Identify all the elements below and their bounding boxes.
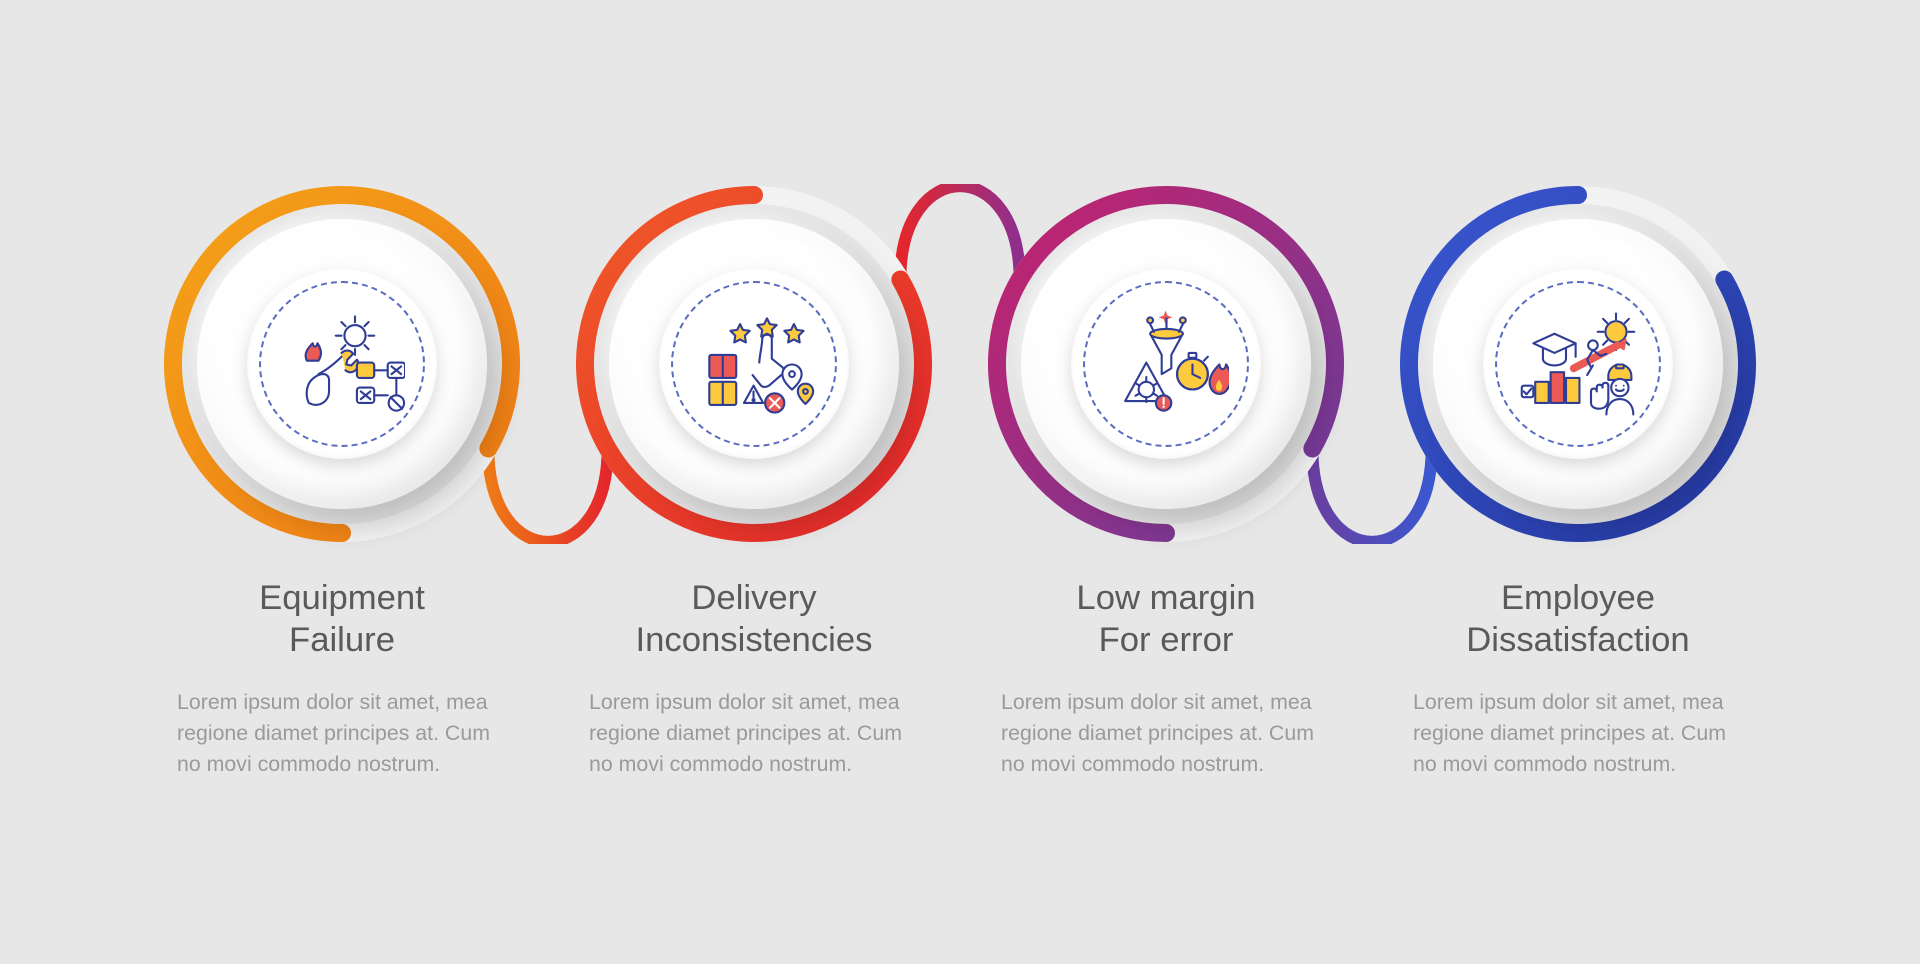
ring-wrap xyxy=(1398,184,1758,544)
card-body: Lorem ipsum dolor sit amet, mea regione … xyxy=(177,687,507,780)
card-body: Lorem ipsum dolor sit amet, mea regione … xyxy=(1413,687,1743,780)
card-body: Lorem ipsum dolor sit amet, mea regione … xyxy=(1001,687,1331,780)
infographic-stage: Equipment Failure Lorem ipsum dolor sit … xyxy=(0,0,1920,964)
card-body: Lorem ipsum dolor sit amet, mea regione … xyxy=(589,687,919,780)
ring-wrap xyxy=(986,184,1346,544)
card-title: Low margin For error xyxy=(1076,578,1255,661)
card-title: Delivery Inconsistencies xyxy=(636,578,873,661)
disc xyxy=(609,219,899,509)
inner-circle xyxy=(1071,269,1261,459)
card-row: Equipment Failure Lorem ipsum dolor sit … xyxy=(162,184,1758,780)
dashed-border xyxy=(259,281,425,447)
title-line1: Delivery xyxy=(636,578,873,620)
card-low-margin: Low margin For error Lorem ipsum dolor s… xyxy=(986,184,1346,780)
ring-wrap xyxy=(162,184,522,544)
disc xyxy=(1433,219,1723,509)
dashed-border xyxy=(1083,281,1249,447)
disc xyxy=(1021,219,1311,509)
title-line1: Low margin xyxy=(1076,578,1255,620)
dashed-border xyxy=(1495,281,1661,447)
dashed-border xyxy=(671,281,837,447)
title-line1: Equipment xyxy=(259,578,425,620)
title-line2: Failure xyxy=(259,620,425,662)
ring-wrap xyxy=(574,184,934,544)
title-line2: Inconsistencies xyxy=(636,620,873,662)
card-equipment-failure: Equipment Failure Lorem ipsum dolor sit … xyxy=(162,184,522,780)
card-title: Equipment Failure xyxy=(259,578,425,661)
title-line1: Employee xyxy=(1466,578,1689,620)
card-title: Employee Dissatisfaction xyxy=(1466,578,1689,661)
inner-circle xyxy=(1483,269,1673,459)
title-line2: For error xyxy=(1076,620,1255,662)
inner-circle xyxy=(659,269,849,459)
title-line2: Dissatisfaction xyxy=(1466,620,1689,662)
inner-circle xyxy=(247,269,437,459)
card-delivery-inconsistencies: Delivery Inconsistencies Lorem ipsum dol… xyxy=(574,184,934,780)
disc xyxy=(197,219,487,509)
card-employee-dissatisfaction: Employee Dissatisfaction Lorem ipsum dol… xyxy=(1398,184,1758,780)
